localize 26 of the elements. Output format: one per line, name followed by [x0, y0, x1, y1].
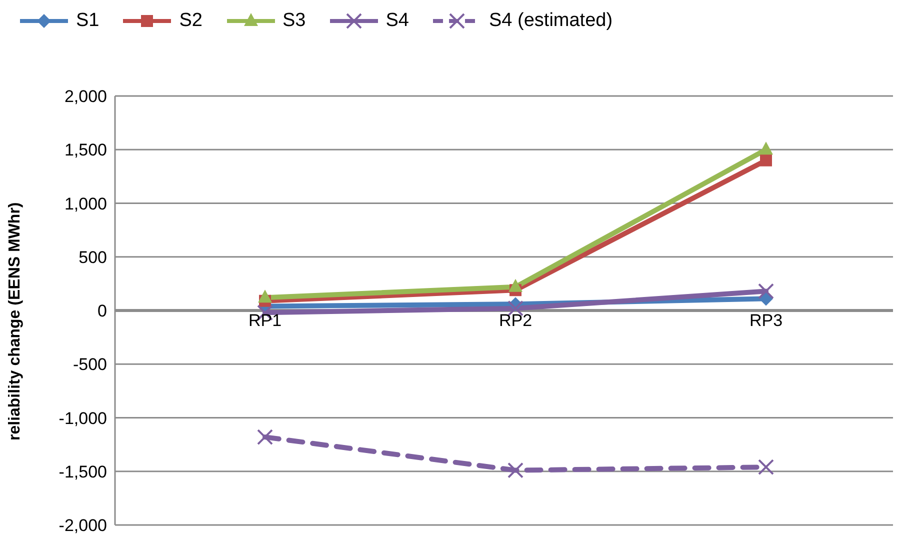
- y-tick-label: -2,000: [58, 516, 107, 536]
- legend-label: S1: [76, 10, 100, 32]
- legend-label: S2: [179, 10, 202, 32]
- y-tick-label: -1,500: [58, 462, 107, 482]
- y-tick-label: 2,000: [64, 87, 107, 106]
- y-axis-title: reliability change (EENS MWhr): [6, 202, 24, 440]
- y-tick-label: 500: [78, 248, 107, 267]
- legend-label: S4: [386, 10, 409, 32]
- x-tick-label: RP2: [498, 311, 532, 330]
- y-tick-label: -1,000: [58, 408, 107, 428]
- y-tick-label: -500: [72, 355, 107, 374]
- y-tick-label: 1,000: [64, 194, 107, 214]
- point: [759, 142, 773, 155]
- point: [508, 462, 524, 478]
- y-tick-label: 0: [98, 302, 107, 321]
- point: [508, 278, 522, 292]
- point: [760, 154, 772, 166]
- point: [758, 283, 774, 300]
- x-tick-label: RP1: [248, 311, 282, 330]
- point: [258, 290, 272, 303]
- point: [758, 459, 774, 476]
- legend-label: S3: [282, 10, 306, 32]
- y-tick-label: 1,500: [64, 140, 107, 160]
- legend-label: S4 (estimated): [489, 10, 613, 32]
- point: [257, 429, 273, 446]
- x-tick-label: RP3: [749, 311, 783, 330]
